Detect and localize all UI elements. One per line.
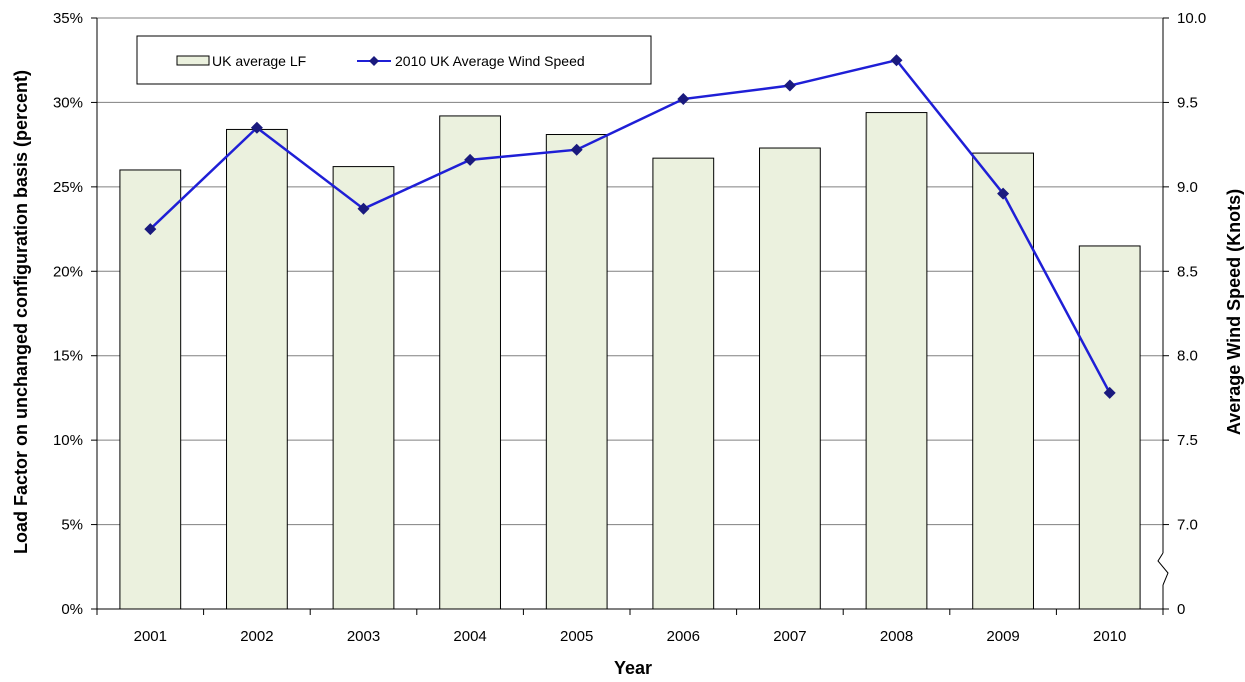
- legend-box: [136, 35, 652, 85]
- legend-label-line: 2010 UK Average Wind Speed: [395, 53, 585, 69]
- x-axis-title: Year: [614, 658, 652, 678]
- wind-speed-marker: [1103, 386, 1116, 399]
- right-tick-label: 7.5: [1177, 432, 1198, 449]
- right-tick-label: 8.5: [1177, 263, 1198, 280]
- wind-speed-line: [149, 58, 1111, 394]
- wind-speed-marker: [144, 223, 157, 236]
- bar-series: [119, 112, 1141, 610]
- x-tick-label: 2005: [560, 628, 593, 645]
- x-tick-label: 2006: [667, 628, 700, 645]
- left-axis-ticks: 0% 5% 10% 15% 20% 25% 30% 35%: [53, 10, 97, 618]
- x-tick-label: 2010: [1093, 628, 1126, 645]
- line-series: [144, 54, 1116, 399]
- bar: [759, 147, 821, 610]
- x-tick-label: 2001: [134, 628, 167, 645]
- bar: [439, 115, 501, 610]
- axis-break-mark: [1157, 552, 1169, 586]
- wind-speed-marker: [570, 143, 583, 156]
- legend-swatch-marker: [369, 56, 379, 66]
- left-tick-label: 5%: [61, 517, 83, 534]
- left-tick-label: 10%: [53, 432, 83, 449]
- bar: [652, 157, 715, 610]
- right-tick-label: 9.0: [1177, 179, 1198, 196]
- right-tick-label: 8.0: [1177, 348, 1198, 365]
- right-tick-label: 7.0: [1177, 517, 1198, 534]
- x-tick-label: 2009: [986, 628, 1019, 645]
- right-axis-title: Average Wind Speed (Knots): [1224, 189, 1244, 435]
- right-tick-label: 0: [1177, 601, 1185, 618]
- bar: [972, 152, 1034, 610]
- bar: [119, 169, 182, 610]
- legend-label-bars: UK average LF: [212, 53, 306, 69]
- bar: [865, 112, 928, 610]
- x-axis-ticks: 2001 2002 2003 2004 2005 2006 2007 2008 2009 2010: [96, 609, 1164, 645]
- left-tick-label: 25%: [53, 179, 83, 196]
- x-tick-label: 2007: [773, 628, 806, 645]
- wind-speed-marker: [677, 93, 690, 106]
- bar: [332, 166, 395, 610]
- x-tick-label: 2003: [347, 628, 380, 645]
- wind-speed-marker: [250, 121, 263, 134]
- wind-speed-marker: [464, 153, 477, 166]
- left-tick-label: 0%: [61, 601, 83, 618]
- left-tick-label: 35%: [53, 10, 83, 27]
- right-tick-label: 9.5: [1177, 94, 1198, 111]
- wind-speed-marker: [890, 54, 903, 67]
- left-axis-title: Load Factor on unchanged configuration b…: [11, 70, 31, 554]
- wind-speed-marker: [783, 79, 796, 92]
- right-tick-label: 10.0: [1177, 10, 1206, 27]
- x-tick-label: 2008: [880, 628, 913, 645]
- legend: UK average LF 2010 UK Average Wind Speed: [136, 35, 652, 85]
- left-tick-label: 15%: [53, 348, 83, 365]
- x-tick-label: 2002: [240, 628, 273, 645]
- bar: [226, 128, 288, 610]
- wind-speed-marker: [997, 187, 1010, 200]
- bar: [545, 134, 608, 610]
- left-tick-label: 30%: [53, 94, 83, 111]
- left-tick-label: 20%: [53, 263, 83, 280]
- right-axis-ticks: 0 7.0 7.5 8.0 8.5 9.0 9.5 10.0: [1163, 10, 1206, 618]
- bar: [1078, 245, 1141, 610]
- legend-swatch-bars: [176, 55, 210, 66]
- wind-speed-marker: [357, 202, 370, 215]
- x-tick-label: 2004: [453, 628, 486, 645]
